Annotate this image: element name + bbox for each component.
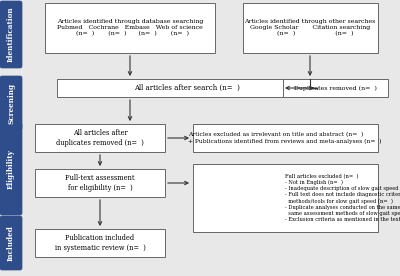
Text: Screening: Screening (7, 83, 15, 124)
FancyBboxPatch shape (192, 164, 378, 232)
FancyBboxPatch shape (35, 124, 165, 152)
Text: Eligibility: Eligibility (7, 149, 15, 189)
Text: Full articles excluded (n=  )
- Not in English (n=  )
- Inadequate description o: Full articles excluded (n= ) - Not in En… (285, 174, 400, 222)
Text: Included: Included (7, 225, 15, 261)
FancyBboxPatch shape (0, 216, 22, 270)
Text: Full-text assessment
for eligibility (n=  ): Full-text assessment for eligibility (n=… (65, 174, 135, 192)
Text: Publication included
in systematic review (n=  ): Publication included in systematic revie… (54, 234, 146, 252)
FancyBboxPatch shape (242, 3, 378, 53)
FancyBboxPatch shape (0, 76, 22, 130)
FancyBboxPatch shape (0, 1, 22, 68)
Text: All articles after search (n=  ): All articles after search (n= ) (134, 84, 240, 92)
FancyBboxPatch shape (35, 169, 165, 197)
Text: Articles excluded as irrelevant on title and abstract (n=  )
+ Publications iden: Articles excluded as irrelevant on title… (188, 132, 382, 144)
FancyBboxPatch shape (282, 79, 388, 97)
Text: Identification: Identification (7, 7, 15, 62)
FancyBboxPatch shape (192, 124, 378, 152)
Text: Duplicates removed (n=  ): Duplicates removed (n= ) (294, 85, 376, 91)
FancyBboxPatch shape (57, 79, 317, 97)
FancyBboxPatch shape (35, 229, 165, 257)
Text: Articles identified through other searches
Google Scholar       Citation searchi: Articles identified through other search… (244, 19, 376, 37)
FancyBboxPatch shape (45, 3, 215, 53)
Text: Articles identified through database searching
Pubmed   Cochrane   Embase   Web : Articles identified through database sea… (57, 19, 203, 37)
FancyBboxPatch shape (0, 123, 22, 215)
Text: All articles after
duplicates removed (n=  ): All articles after duplicates removed (n… (56, 129, 144, 147)
